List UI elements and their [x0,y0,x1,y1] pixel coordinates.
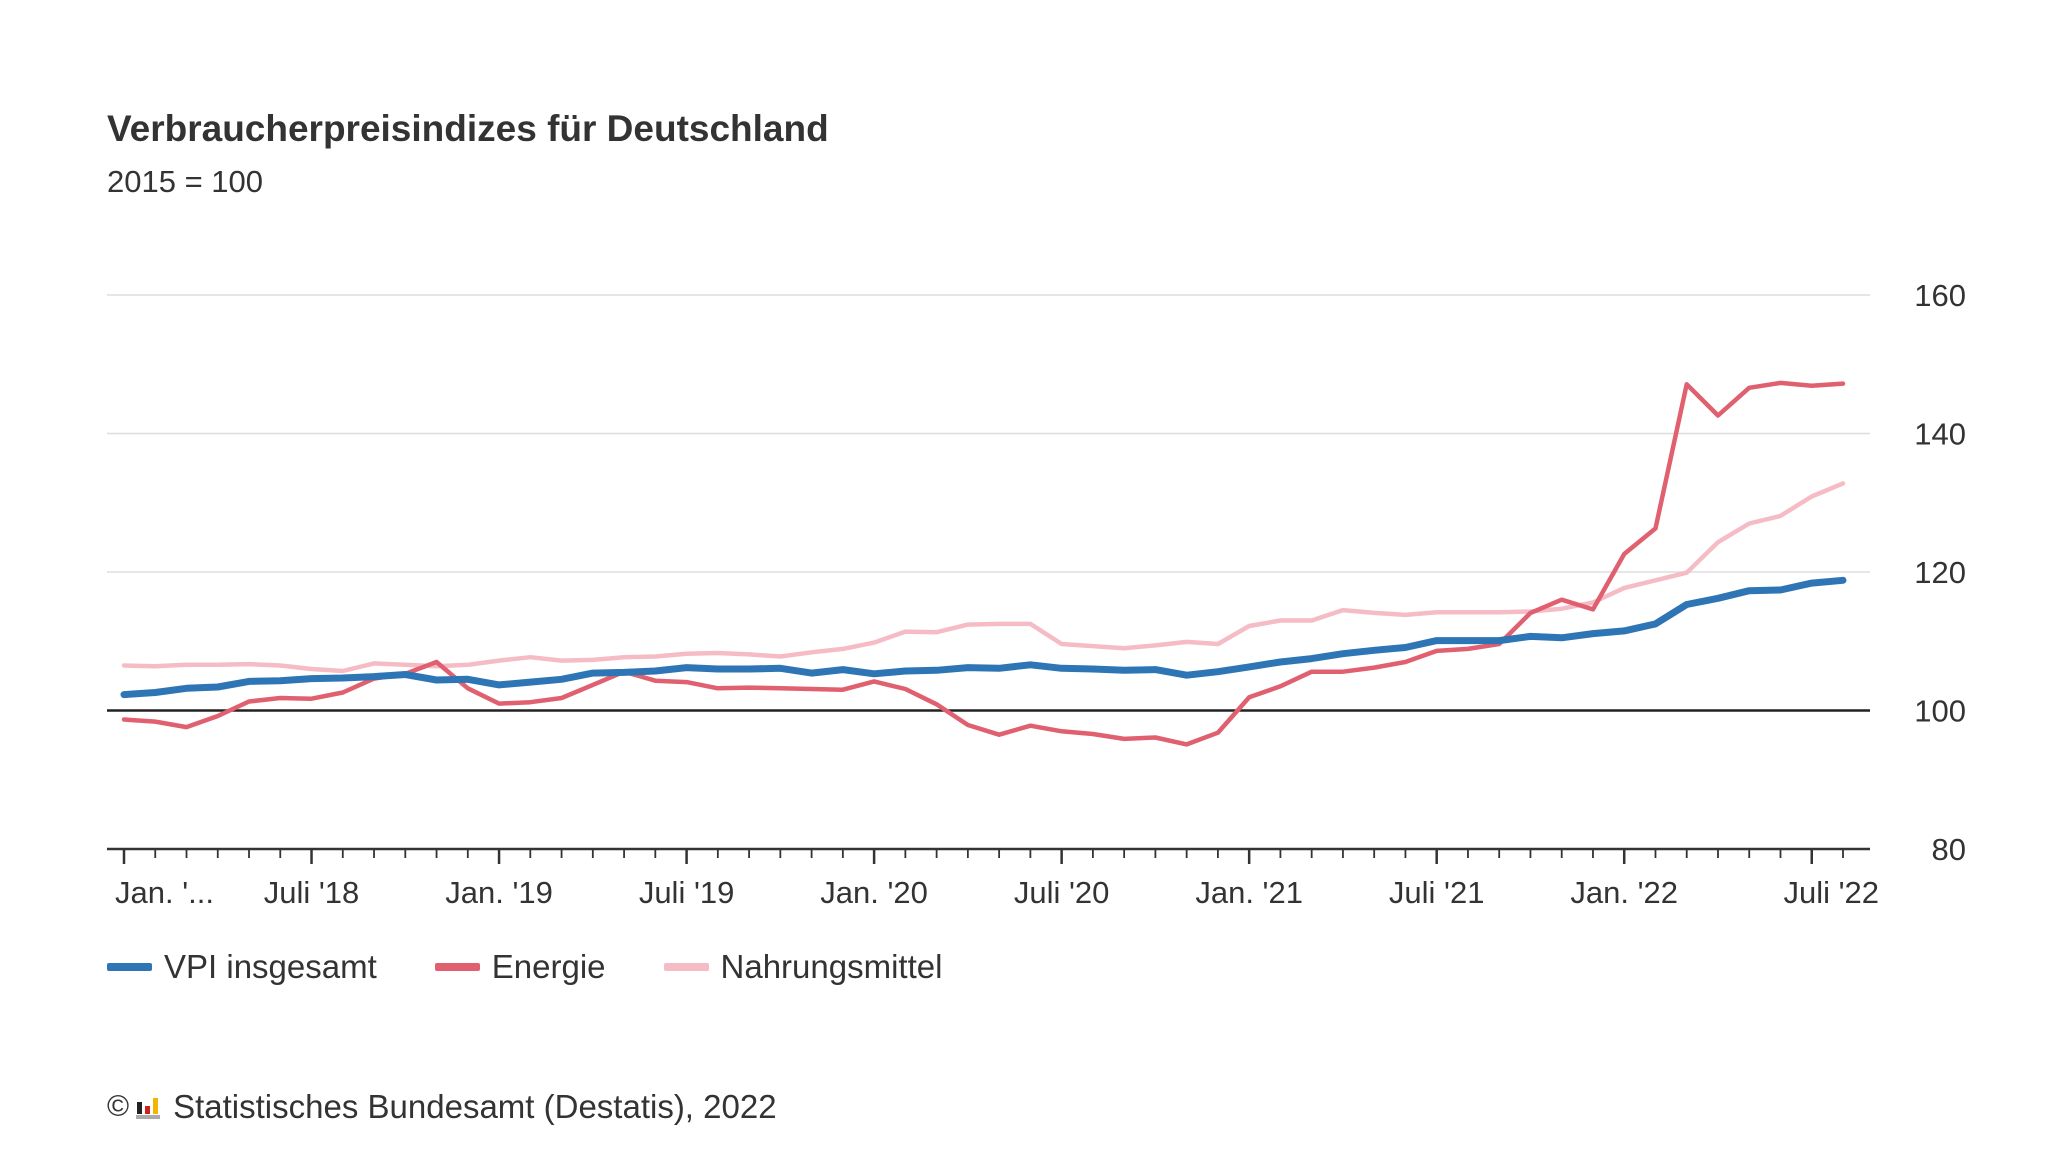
x-tick-label: Juli '20 [1014,875,1110,910]
x-tick-label: Juli '19 [639,875,735,910]
legend-label-vpi: VPI insgesamt [164,948,377,985]
legend-item-vpi[interactable]: VPI insgesamt [107,948,377,986]
source-text: Statistisches Bundesamt (Destatis), 2022 [173,1088,777,1125]
chart-subtitle: 2015 = 100 [107,164,264,199]
energie-line[interactable] [121,380,1846,747]
x-tick-label: Jan. '19 [445,875,553,910]
destatis-logo-icon [136,1098,161,1119]
legend-item-energie[interactable]: Energie [434,948,606,986]
y-tick-label-160: 160 [1914,278,1966,313]
source-footer: © Statistisches Bundesamt (Destatis), 20… [107,1088,777,1126]
y-tick-label-140: 140 [1914,417,1966,452]
x-tick-label: Jan. '22 [1570,875,1678,910]
x-tick-label: Juli '18 [264,875,360,910]
legend-label-nahrungsmittel: Nahrungsmittel [720,948,943,985]
legend-label-energie: Energie [491,948,606,985]
x-tick-label: Jan. '20 [820,875,928,910]
x-tick-label: Juli '21 [1389,875,1485,910]
x-axis: Jan. '... Juli '18 Jan. '19 Juli '19 Jan. '2… [107,847,1879,910]
chart-title: Verbraucherpreisindizes für Deutschland [107,108,829,149]
y-tick-label-100: 100 [1914,694,1966,729]
legend-swatch-vpi [107,963,152,971]
x-tick-label: Juli '22 [1783,875,1879,910]
y-tick-label-80: 80 [1932,832,1966,867]
y-tick-label-120: 120 [1914,555,1966,590]
legend-item-nahrungsmittel[interactable]: Nahrungsmittel [663,948,943,986]
x-tick-label: Jan. '21 [1195,875,1303,910]
legend-swatch-energie [434,963,480,971]
series-lines [120,380,1847,747]
copyright-icon: © [107,1090,130,1123]
y-axis: 80 100 120 140 160 [1914,278,1966,867]
vpi-line[interactable] [120,576,1847,699]
nahrungsmittel-line[interactable] [121,481,1846,674]
x-tick-label: Jan. '... [115,875,214,910]
legend-swatch-nahrungsmittel [663,963,709,971]
gridlines [107,294,1870,712]
legend: VPI insgesamt Energie Nahrungsmittel [107,948,1000,986]
